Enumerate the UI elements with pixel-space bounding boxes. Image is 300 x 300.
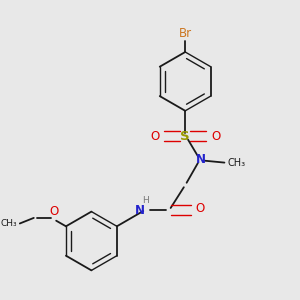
Text: CH₃: CH₃ <box>227 158 245 168</box>
Text: Br: Br <box>179 27 192 40</box>
Text: CH₃: CH₃ <box>0 219 17 228</box>
Text: N: N <box>135 204 145 217</box>
Text: H: H <box>142 196 149 205</box>
Text: S: S <box>180 130 190 142</box>
Text: N: N <box>196 153 206 166</box>
Text: O: O <box>49 205 58 218</box>
Text: O: O <box>195 202 204 215</box>
Text: O: O <box>150 130 160 142</box>
Text: O: O <box>211 130 220 142</box>
